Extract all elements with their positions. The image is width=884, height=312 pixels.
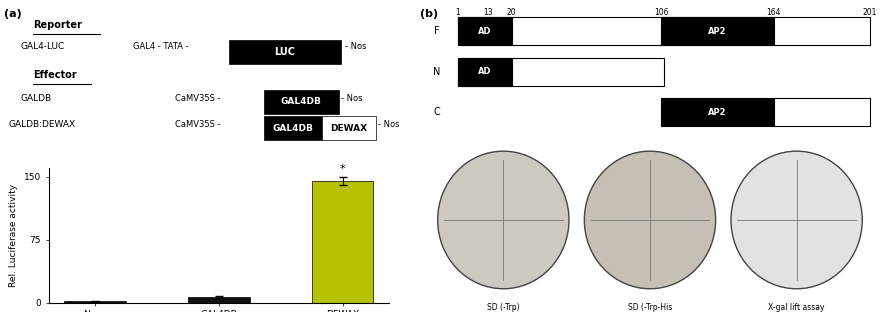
- Text: GAL4DB: GAL4DB: [281, 97, 322, 106]
- Bar: [458, 58, 664, 86]
- Text: DEWAX: DEWAX: [331, 124, 368, 133]
- Text: F: F: [846, 162, 852, 171]
- Text: V: V: [447, 162, 454, 171]
- Text: 106: 106: [654, 8, 668, 17]
- Text: 201: 201: [863, 8, 877, 17]
- Text: - Nos: - Nos: [340, 94, 362, 103]
- Text: SD (-Trp): SD (-Trp): [487, 303, 520, 312]
- Text: - Nos: - Nos: [378, 120, 400, 129]
- Text: CaMV35S -: CaMV35S -: [174, 120, 220, 129]
- Bar: [458, 58, 512, 86]
- Text: SD (-Trp-His
+25 mM 3-AT): SD (-Trp-His +25 mM 3-AT): [622, 303, 677, 312]
- Text: F: F: [434, 26, 439, 36]
- Text: N: N: [447, 269, 454, 278]
- Bar: [458, 17, 512, 45]
- Bar: [458, 17, 870, 45]
- Bar: [188, 297, 250, 303]
- Bar: [661, 17, 774, 45]
- Bar: [774, 98, 870, 126]
- Bar: [65, 301, 126, 303]
- Ellipse shape: [731, 151, 862, 289]
- Text: F: F: [553, 162, 559, 171]
- Text: GAL4 - TATA -: GAL4 - TATA -: [133, 42, 188, 51]
- Text: - Nos: - Nos: [345, 42, 366, 51]
- Text: X-gal lift assay: X-gal lift assay: [768, 303, 825, 312]
- Text: AP2: AP2: [708, 108, 727, 117]
- Text: GALDB:DEWAX: GALDB:DEWAX: [8, 120, 75, 129]
- Bar: [263, 116, 322, 140]
- Text: V: V: [741, 162, 747, 171]
- Text: (a): (a): [4, 9, 22, 19]
- Ellipse shape: [438, 151, 569, 289]
- Text: AD: AD: [478, 67, 492, 76]
- Bar: [322, 116, 376, 140]
- Text: 20: 20: [507, 8, 516, 17]
- Text: *: *: [339, 163, 346, 173]
- Text: Effector: Effector: [34, 70, 77, 80]
- Bar: [312, 181, 374, 303]
- Text: GALDB: GALDB: [21, 94, 52, 103]
- Text: V: V: [594, 162, 601, 171]
- Text: AD: AD: [478, 27, 492, 36]
- Text: LUC: LUC: [274, 47, 295, 57]
- Text: GAL4DB: GAL4DB: [272, 124, 313, 133]
- Bar: [263, 90, 339, 114]
- Text: GAL4-LUC: GAL4-LUC: [21, 42, 65, 51]
- Ellipse shape: [584, 151, 716, 289]
- Y-axis label: Rel. Luciferase activity: Rel. Luciferase activity: [9, 184, 19, 287]
- Text: C: C: [846, 269, 852, 278]
- Bar: [228, 40, 340, 64]
- Text: C: C: [552, 269, 559, 278]
- Text: C: C: [433, 107, 440, 117]
- Text: 13: 13: [484, 8, 493, 17]
- Text: N: N: [594, 269, 601, 278]
- Text: F: F: [699, 162, 705, 171]
- Text: CaMV35S -: CaMV35S -: [174, 94, 220, 103]
- Bar: [661, 98, 774, 126]
- Text: C: C: [699, 269, 705, 278]
- Text: 164: 164: [766, 8, 781, 17]
- Text: N: N: [433, 67, 440, 77]
- Text: 1: 1: [455, 8, 460, 17]
- Text: N: N: [741, 269, 748, 278]
- Text: (b): (b): [420, 9, 438, 19]
- Text: Reporter: Reporter: [34, 20, 82, 30]
- Text: AP2: AP2: [708, 27, 727, 36]
